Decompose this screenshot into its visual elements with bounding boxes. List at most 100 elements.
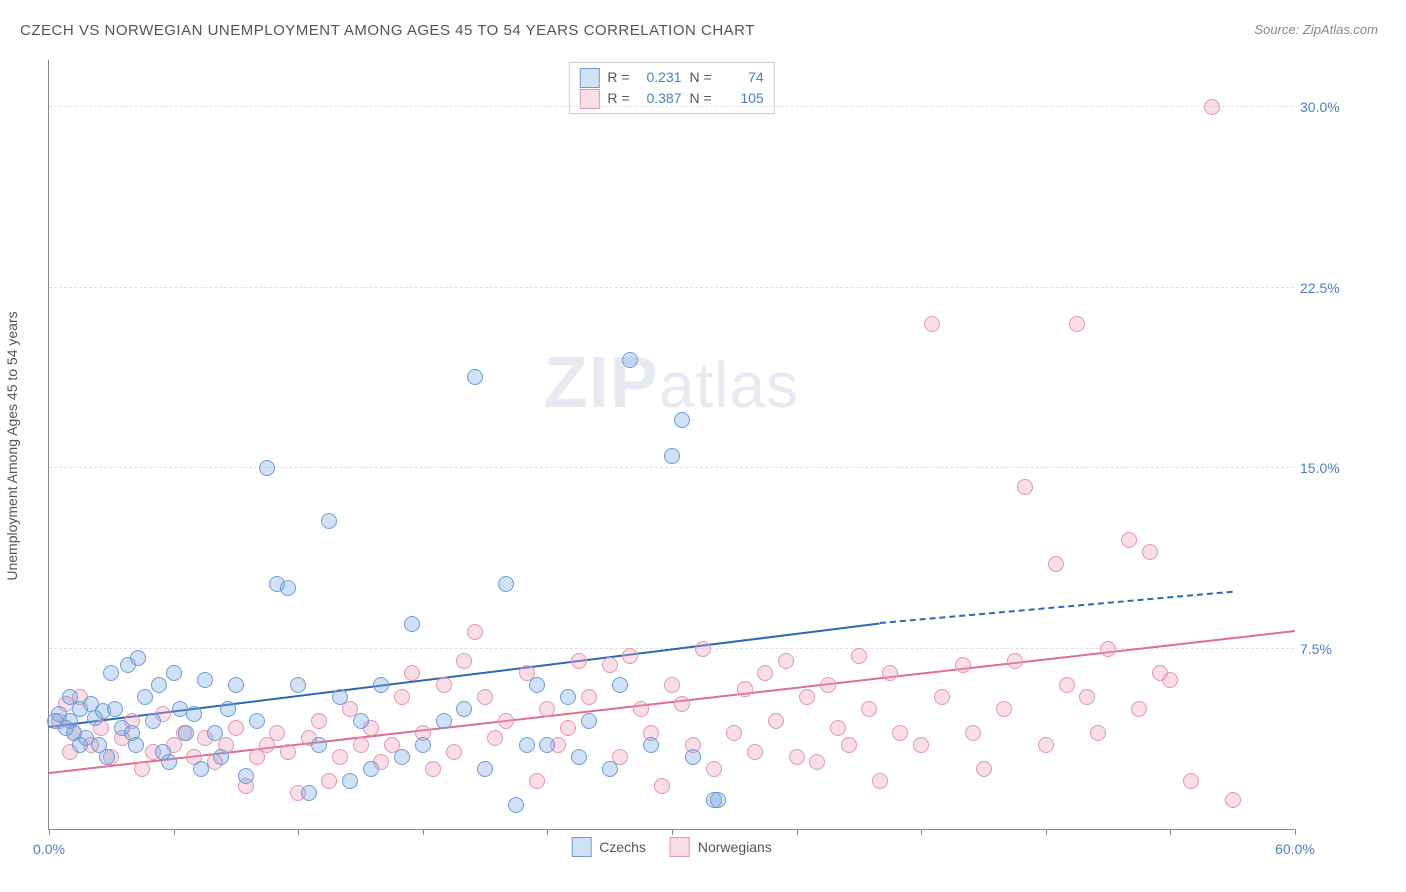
trend-line (880, 591, 1233, 624)
data-point-norwegians (799, 689, 815, 705)
data-point-czechs (301, 785, 317, 801)
data-point-norwegians (228, 720, 244, 736)
data-point-czechs (529, 677, 545, 693)
n-value-czechs: 74 (720, 67, 764, 88)
data-point-norwegians (1121, 532, 1137, 548)
data-point-czechs (560, 689, 576, 705)
data-point-norwegians (560, 720, 576, 736)
data-point-norwegians (571, 653, 587, 669)
r-value-czechs: 0.231 (638, 67, 682, 88)
data-point-norwegians (851, 648, 867, 664)
legend-label-norwegians: Norwegians (698, 839, 772, 855)
data-point-norwegians (633, 701, 649, 717)
data-point-norwegians (622, 648, 638, 664)
data-point-czechs (161, 754, 177, 770)
data-point-czechs (186, 706, 202, 722)
x-tick (1170, 829, 1171, 835)
data-point-norwegians (134, 761, 150, 777)
data-point-norwegians (269, 725, 285, 741)
data-point-norwegians (757, 665, 773, 681)
data-point-czechs (228, 677, 244, 693)
y-tick-label: 30.0% (1300, 99, 1354, 115)
data-point-czechs (166, 665, 182, 681)
data-point-norwegians (747, 744, 763, 760)
data-point-czechs (664, 448, 680, 464)
data-point-norwegians (436, 677, 452, 693)
data-point-czechs (332, 689, 348, 705)
source-attribution: Source: ZipAtlas.com (1254, 22, 1378, 37)
data-point-czechs (581, 713, 597, 729)
data-point-czechs (456, 701, 472, 717)
data-point-norwegians (861, 701, 877, 717)
data-point-norwegians (1204, 99, 1220, 115)
data-point-czechs (99, 749, 115, 765)
data-point-czechs (151, 677, 167, 693)
data-point-czechs (602, 761, 618, 777)
stats-row-czechs: R = 0.231 N = 74 (579, 67, 763, 88)
data-point-norwegians (1017, 479, 1033, 495)
gridline-h (49, 287, 1294, 288)
data-point-czechs (415, 737, 431, 753)
data-point-czechs (280, 580, 296, 596)
y-tick-label: 22.5% (1300, 280, 1354, 296)
data-point-czechs (477, 761, 493, 777)
x-tick (797, 829, 798, 835)
data-point-czechs (107, 701, 123, 717)
data-point-czechs (571, 749, 587, 765)
data-point-czechs (178, 725, 194, 741)
data-point-czechs (539, 737, 555, 753)
data-point-norwegians (872, 773, 888, 789)
data-point-norwegians (674, 696, 690, 712)
data-point-norwegians (976, 761, 992, 777)
legend-item-norwegians: Norwegians (670, 837, 772, 857)
data-point-czechs (137, 689, 153, 705)
data-point-czechs (238, 768, 254, 784)
data-point-czechs (508, 797, 524, 813)
data-point-norwegians (425, 761, 441, 777)
data-point-norwegians (456, 653, 472, 669)
data-point-norwegians (1048, 556, 1064, 572)
data-point-norwegians (1007, 653, 1023, 669)
data-point-czechs (342, 773, 358, 789)
data-point-czechs (404, 616, 420, 632)
data-point-czechs (145, 713, 161, 729)
data-point-czechs (612, 677, 628, 693)
data-point-norwegians (913, 737, 929, 753)
data-point-norwegians (353, 737, 369, 753)
data-point-norwegians (1142, 544, 1158, 560)
data-point-norwegians (1059, 677, 1075, 693)
data-point-norwegians (1038, 737, 1054, 753)
data-point-norwegians (778, 653, 794, 669)
data-point-norwegians (768, 713, 784, 729)
data-point-czechs (643, 737, 659, 753)
data-point-czechs (259, 460, 275, 476)
x-tick (423, 829, 424, 835)
x-tick (298, 829, 299, 835)
watermark-bold: ZIP (544, 343, 659, 423)
swatch-czechs (579, 68, 599, 88)
data-point-czechs (622, 352, 638, 368)
data-point-czechs (394, 749, 410, 765)
data-point-czechs (62, 689, 78, 705)
gridline-h (49, 106, 1294, 107)
data-point-norwegians (1100, 641, 1116, 657)
x-tick (1046, 829, 1047, 835)
source-name: ZipAtlas.com (1303, 22, 1378, 37)
data-point-norwegians (934, 689, 950, 705)
data-point-norwegians (1079, 689, 1095, 705)
data-point-czechs (373, 677, 389, 693)
data-point-norwegians (581, 689, 597, 705)
data-point-norwegians (737, 681, 753, 697)
data-point-czechs (103, 665, 119, 681)
data-point-czechs (436, 713, 452, 729)
data-point-norwegians (394, 689, 410, 705)
data-point-czechs (213, 749, 229, 765)
data-point-norwegians (664, 677, 680, 693)
data-point-czechs (674, 412, 690, 428)
data-point-norwegians (280, 744, 296, 760)
data-point-norwegians (882, 665, 898, 681)
n-label: N = (690, 67, 712, 88)
x-tick (174, 829, 175, 835)
chart-title: CZECH VS NORWEGIAN UNEMPLOYMENT AMONG AG… (20, 22, 755, 39)
data-point-czechs (207, 725, 223, 741)
